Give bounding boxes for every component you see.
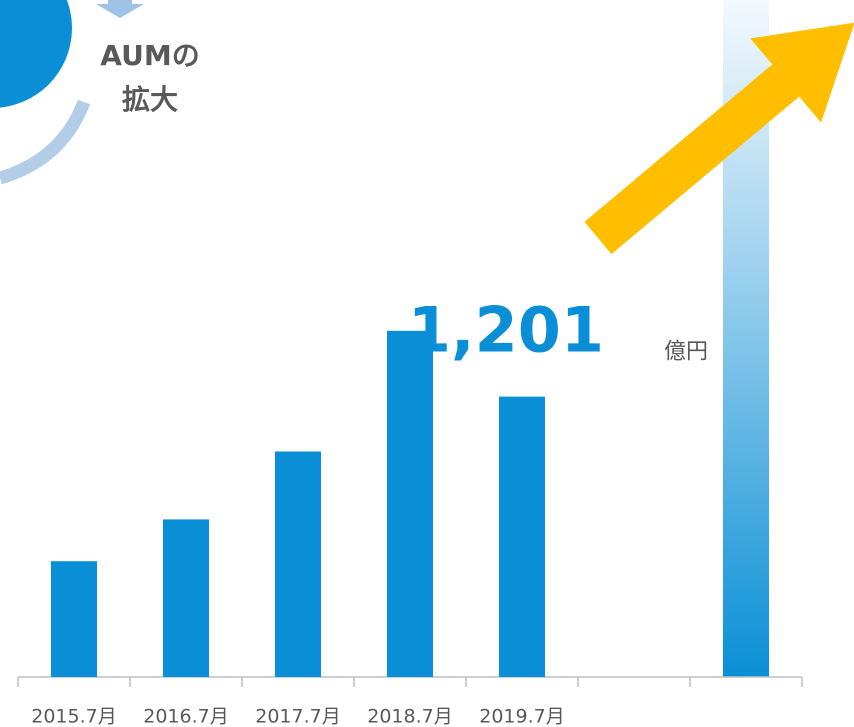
value-label: 1,201 [408, 294, 604, 367]
title-line: AUMの [100, 39, 199, 72]
bar [163, 519, 209, 677]
bar [51, 561, 97, 677]
value-unit: 億円 [664, 340, 708, 365]
x-tick-label: 2019.7月 [479, 706, 564, 727]
bar [275, 451, 321, 677]
x-tick-label: 2016.7月 [143, 706, 228, 727]
bar [499, 396, 545, 677]
x-tick-label: 2015.7月 [31, 706, 116, 727]
x-tick-label: 2017.7月 [255, 706, 340, 727]
title-line: 拡大 [122, 83, 178, 116]
x-tick-label: 2018.7月 [367, 706, 452, 727]
cycle-arc [0, 99, 91, 185]
down-arrow [96, 0, 144, 18]
circle-badge [0, 0, 72, 108]
growth-arrow [584, 22, 854, 255]
bar [387, 330, 433, 677]
